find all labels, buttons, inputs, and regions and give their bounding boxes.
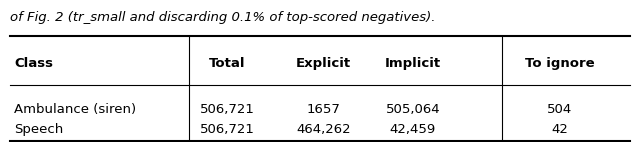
Text: Total: Total <box>209 57 246 70</box>
Text: Speech: Speech <box>14 123 63 136</box>
Text: Explicit: Explicit <box>296 57 351 70</box>
Text: 464,262: 464,262 <box>296 123 351 136</box>
Text: 1657: 1657 <box>307 103 340 116</box>
Text: To ignore: To ignore <box>525 57 595 70</box>
Text: Implicit: Implicit <box>385 57 441 70</box>
Text: 42,459: 42,459 <box>390 123 436 136</box>
Text: 504: 504 <box>547 103 573 116</box>
Text: of Fig. 2 (​tr_small​ and discarding 0.1% of top-scored negatives).: of Fig. 2 (​tr_small​ and discarding 0.1… <box>10 11 435 24</box>
Text: Class: Class <box>14 57 53 70</box>
Text: 506,721: 506,721 <box>200 103 255 116</box>
Text: 506,721: 506,721 <box>200 123 255 136</box>
Text: Ambulance (siren): Ambulance (siren) <box>14 103 136 116</box>
Text: 42: 42 <box>552 123 568 136</box>
Text: 505,064: 505,064 <box>385 103 440 116</box>
